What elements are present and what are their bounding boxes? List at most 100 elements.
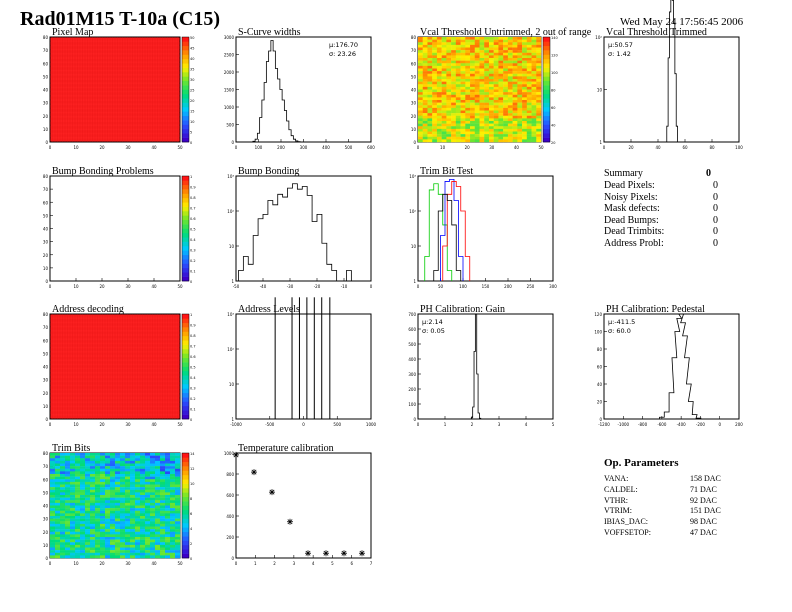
colorbar-segment <box>543 63 550 68</box>
plot-frame <box>49 175 181 282</box>
x-tick-label: 150 <box>482 284 490 289</box>
histogram <box>238 183 357 282</box>
panel-title: S-Curve widths <box>238 27 301 38</box>
heatmap-grid <box>50 37 180 142</box>
y-tick-label: 3000 <box>224 35 235 40</box>
y-tick-label: 30 <box>43 240 49 245</box>
colorbar-tick-label: 0.6 <box>190 217 196 221</box>
op-param-label: VOFFSETOP: <box>604 528 651 537</box>
y-tick-label: 120 <box>594 312 602 317</box>
colorbar-tick-label: 2 <box>190 542 192 546</box>
y-tick-label: 300 <box>408 372 416 377</box>
colorbar-tick-label: 0.3 <box>190 249 196 253</box>
colorbar-segment <box>182 544 189 550</box>
y-tick-label: 30 <box>43 378 49 383</box>
y-tick-label: 1000 <box>224 451 235 456</box>
colorbar-segment <box>182 549 189 554</box>
x-tick-label: -1000 <box>230 422 242 427</box>
y-tick-label: 70 <box>43 48 49 53</box>
colorbar-segment <box>182 180 189 186</box>
colorbar-segment <box>182 401 189 407</box>
colorbar-segment <box>543 128 550 134</box>
summary-value: 0 <box>713 226 718 237</box>
x-tick-label: -20 <box>314 284 321 289</box>
colorbar-segment <box>543 124 550 130</box>
scatter-point <box>251 469 257 476</box>
op-param-value: 71 DAC <box>690 484 717 494</box>
scatter-point <box>269 489 275 496</box>
op-param-value: 47 DAC <box>690 528 717 537</box>
colorbar-tick-label: 1 <box>190 175 192 179</box>
colorbar-segment <box>182 388 189 394</box>
y-tick-label: 10³ <box>409 174 416 179</box>
y-tick-label: 60 <box>43 477 49 482</box>
colorbar-tick-label: 0.5 <box>190 366 196 370</box>
chart-11: 0 10 20 30 40 50 60 70 80 0 10 20 30 40 50 0 2 4 6 8 10 12 14 <box>43 451 195 566</box>
summary-total: 0 <box>706 168 711 179</box>
colorbar-segment <box>182 331 189 337</box>
y-tick-label: 10 <box>43 543 49 548</box>
colorbar-tick-label: 0 <box>190 418 192 422</box>
colorbar-segment <box>182 349 189 354</box>
panel-title: Trim Bit Test <box>420 166 474 177</box>
x-tick-label: 40 <box>655 145 661 150</box>
y-tick-label: 10² <box>409 209 416 214</box>
y-tick-label: 40 <box>43 227 49 232</box>
colorbar-segment <box>182 375 189 380</box>
colorbar-segment <box>182 267 189 273</box>
colorbar-segment <box>182 379 189 385</box>
x-tick-label: 0 <box>370 284 373 289</box>
op-param-label: CALDEL: <box>604 484 638 494</box>
colorbar-segment <box>182 133 189 138</box>
y-tick-label: 40 <box>411 88 417 93</box>
x-tick-label: 80 <box>709 145 715 150</box>
x-tick-label: 2 <box>471 422 474 427</box>
timestamp: Wed May 24 17:56:45 2006 <box>620 16 744 28</box>
histogram <box>666 0 678 142</box>
colorbar-segment <box>543 107 550 112</box>
x-tick-label: 0 <box>603 145 606 150</box>
x-tick-label: 10 <box>73 422 79 427</box>
colorbar-segment <box>182 453 189 458</box>
y-tick-label: 0 <box>45 417 48 422</box>
y-tick-label: 60 <box>43 61 49 66</box>
colorbar-segment <box>182 37 189 42</box>
colorbar-segment <box>182 496 189 502</box>
x-tick-label: 200 <box>735 422 743 427</box>
colorbar-segment <box>182 193 189 199</box>
y-tick-label: 60 <box>411 61 417 66</box>
x-tick-label: 3 <box>498 422 501 427</box>
y-tick-label: 20 <box>597 400 603 405</box>
x-tick-label: 30 <box>489 145 495 150</box>
colorbar-tick-label: 100 <box>551 71 558 75</box>
colorbar-tick-label: 60 <box>551 106 555 110</box>
colorbar-frame <box>181 313 190 420</box>
x-tick-label: 50 <box>177 284 183 289</box>
colorbar-segment <box>543 80 550 86</box>
colorbar-tick-label: 14 <box>190 452 195 456</box>
colorbar-tick-label: 10 <box>190 482 194 486</box>
colorbar-segment <box>182 505 189 511</box>
x-tick-label: -50 <box>233 284 240 289</box>
colorbar-segment <box>543 50 550 55</box>
x-tick-label: 50 <box>177 145 183 150</box>
summary-value: 0 <box>713 180 718 191</box>
colorbar-segment <box>182 366 189 372</box>
y-tick-label: 40 <box>597 382 603 387</box>
x-tick-label: 0 <box>718 422 721 427</box>
summary-label: Mask defects: <box>604 203 660 214</box>
y-tick-label: 10³ <box>227 312 234 317</box>
y-tick-label: 500 <box>226 123 234 128</box>
op-param-label: VTRIM: <box>604 506 632 516</box>
colorbar-segment <box>182 211 189 216</box>
op-param-label: VTHR: <box>604 495 628 505</box>
summary-label: Dead Bumps: <box>604 214 659 226</box>
x-tick-label: 0 <box>417 284 420 289</box>
x-tick-label: 20 <box>628 145 634 150</box>
chart-2: 0 10 20 30 40 50 60 70 80 0 10 20 30 40 50 20 40 60 80 100 1… <box>411 35 558 150</box>
y-tick-label: 10 <box>43 127 49 132</box>
colorbar-segment <box>182 124 189 130</box>
colorbar-tick-label: 5 <box>190 131 192 135</box>
colorbar-segment <box>182 488 189 493</box>
colorbar-segment <box>182 318 189 324</box>
